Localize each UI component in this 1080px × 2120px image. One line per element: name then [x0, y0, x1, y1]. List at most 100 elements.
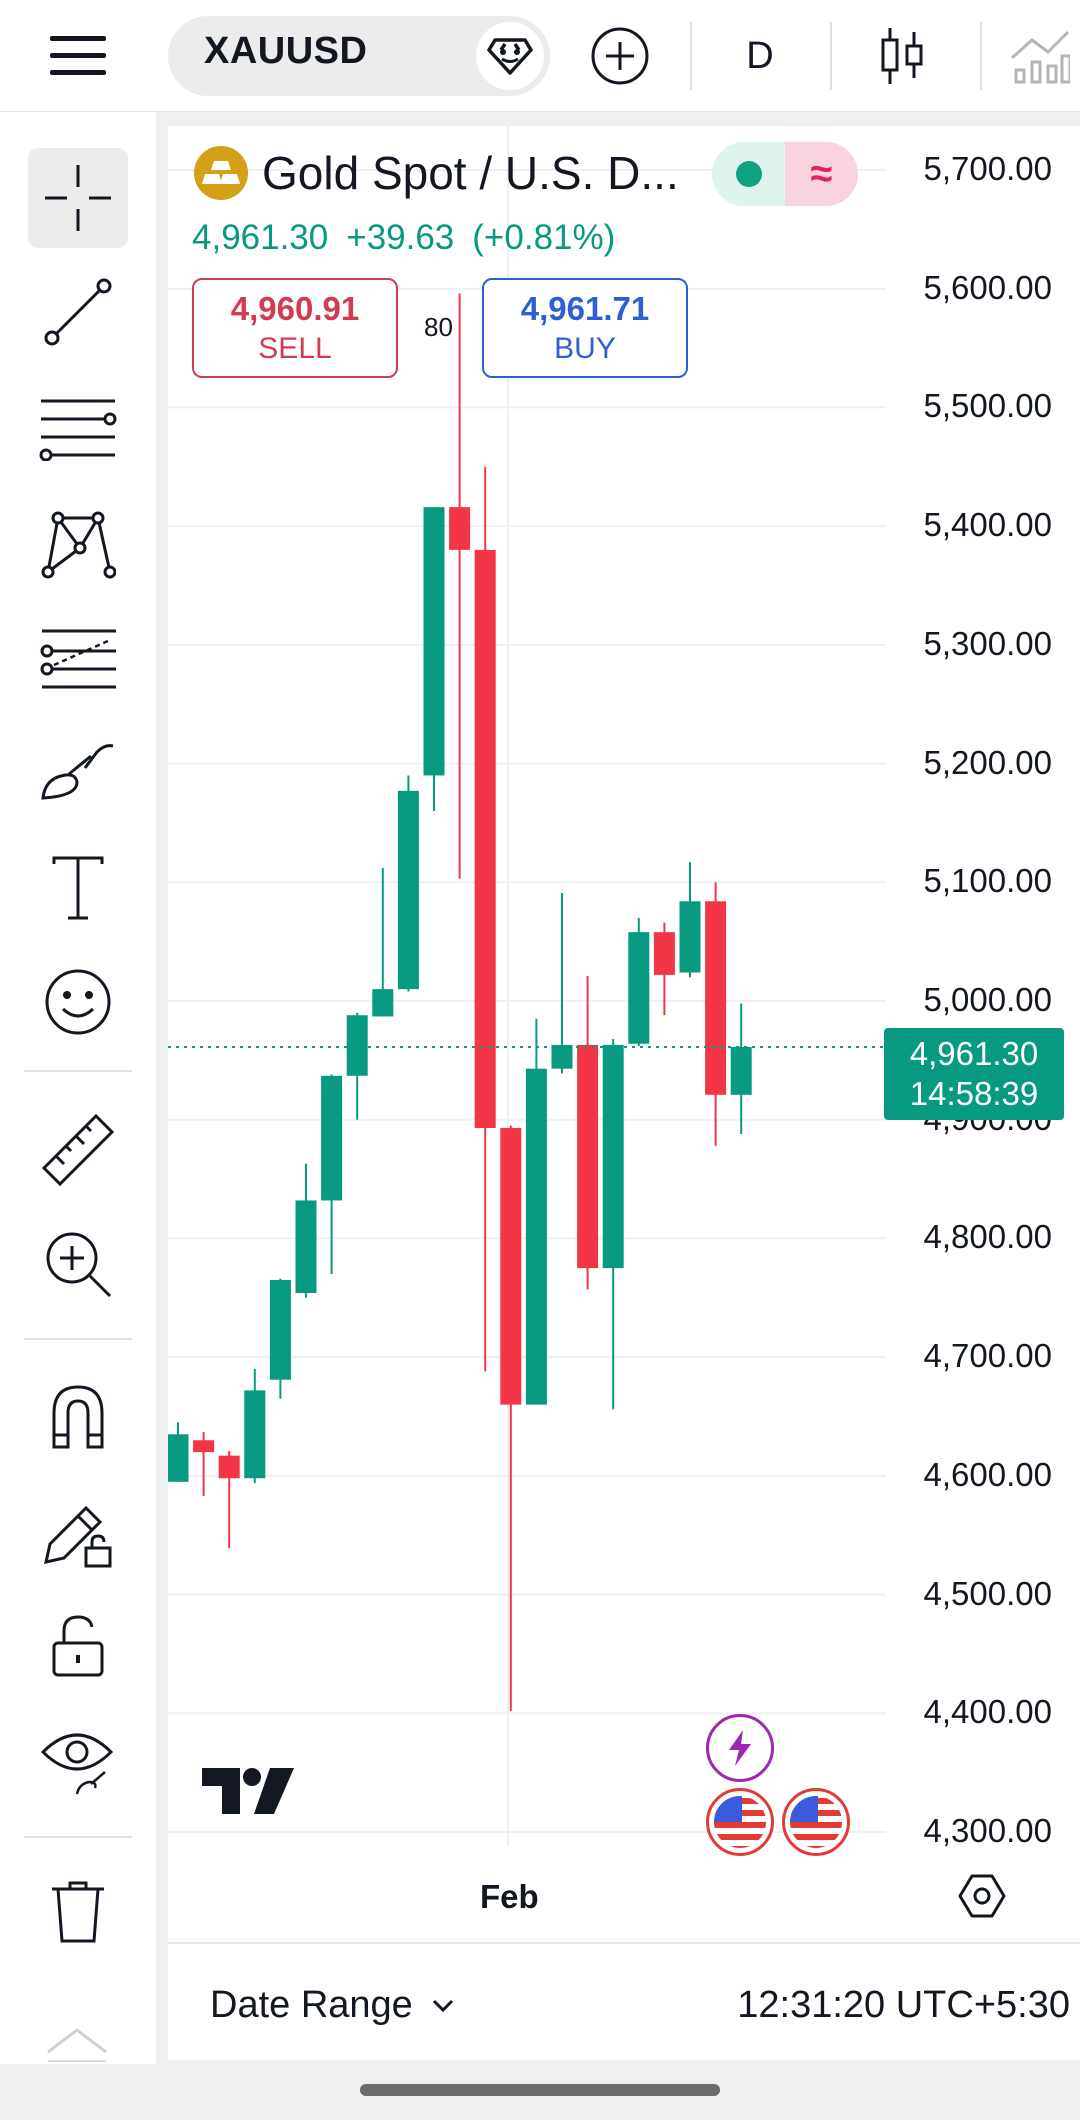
- legend-title: Gold Spot / U.S. D...: [262, 147, 679, 199]
- chart-type-button[interactable]: [866, 22, 938, 90]
- price-tick-label: 4,700.00: [923, 1337, 1052, 1375]
- symbol-legend[interactable]: Gold Spot / U.S. D...: [194, 146, 679, 200]
- price-tick-label: 4,600.00: [923, 1455, 1052, 1493]
- price-tick-label: 5,100.00: [923, 862, 1052, 900]
- gear-icon: [958, 1874, 1006, 1918]
- candle: [551, 892, 573, 1074]
- toolbar-divider: [980, 22, 982, 90]
- buy-button[interactable]: 4,961.71 BUY: [482, 278, 688, 378]
- legend-price-line: 4,961.30 +39.63 (+0.81%): [192, 218, 633, 258]
- candle: [346, 1012, 368, 1120]
- chart-panel[interactable]: Gold Spot / U.S. D... ≈ 4,961.30 +39.63 (+…: [168, 126, 1080, 2060]
- candle: [577, 976, 599, 1290]
- candle: [705, 882, 727, 1146]
- emoji-icon: [45, 969, 111, 1035]
- trend-line-icon: [44, 278, 112, 346]
- magnet-tool[interactable]: [28, 1366, 128, 1466]
- candle: [372, 868, 394, 1017]
- sidebar-divider: [24, 1070, 132, 1072]
- emoji-tool[interactable]: [28, 952, 128, 1052]
- timezone-clock[interactable]: 12:31:20 UTC+5:30: [737, 1984, 1070, 2026]
- candle: [218, 1450, 240, 1549]
- eye-icon: [41, 1733, 114, 1795]
- tradingview-logo: [202, 1768, 294, 1814]
- candle: [269, 1278, 291, 1399]
- crosshair-icon: [45, 165, 111, 231]
- drawing-lock-tool[interactable]: [28, 1482, 128, 1582]
- candle: [628, 917, 650, 1047]
- toolbar-divider: [690, 22, 692, 90]
- pattern-tool[interactable]: [28, 494, 128, 594]
- ruler-tool[interactable]: [28, 1100, 128, 1200]
- horizontal-lines-tool[interactable]: [28, 378, 128, 478]
- home-indicator[interactable]: [360, 2084, 720, 2096]
- trend-line-tool[interactable]: [28, 262, 128, 362]
- brush-tool[interactable]: [28, 722, 128, 822]
- indicators-button[interactable]: [1000, 22, 1080, 90]
- delayed-data-indicator: ≈: [785, 142, 858, 206]
- candle: [168, 1422, 189, 1482]
- time-axis-label: Feb: [480, 1878, 539, 1915]
- us-flag-icon: [790, 1796, 842, 1848]
- date-range-button[interactable]: Date Range: [210, 1984, 455, 2027]
- lock-icon: [52, 1615, 104, 1677]
- magnet-icon: [52, 1385, 104, 1449]
- toolbar-divider: [830, 22, 832, 90]
- chevron-down-icon: [432, 1999, 453, 2012]
- zoom-in-tool[interactable]: [28, 1214, 128, 1314]
- event-flash[interactable]: [706, 1714, 774, 1782]
- diamond-icon: [487, 38, 533, 75]
- brush-icon: [41, 744, 114, 800]
- remove-drawings-tool[interactable]: [28, 1862, 128, 1962]
- pattern-icon: [41, 511, 116, 579]
- candlestick-icon: [881, 28, 923, 84]
- candle: [423, 507, 445, 812]
- chart-settings-button[interactable]: [950, 1864, 1014, 1928]
- crosshair-tool[interactable]: [28, 148, 128, 248]
- candle: [397, 775, 419, 992]
- price-tick-label: 4,500.00: [923, 1574, 1052, 1612]
- add-symbol-button[interactable]: [588, 24, 652, 88]
- price-tick-label: 5,500.00: [923, 387, 1052, 425]
- candle: [474, 466, 496, 1372]
- market-status-badge[interactable]: ≈: [712, 142, 858, 206]
- price-tick-label: 5,200.00: [923, 743, 1052, 781]
- price-tick-label: 4,400.00: [923, 1693, 1052, 1731]
- text-icon: [52, 856, 104, 920]
- sell-button[interactable]: 4,960.91 SELL: [192, 278, 398, 378]
- bar-countdown: 14:58:39: [909, 1075, 1039, 1112]
- top-toolbar: XAUUSD D: [0, 0, 1080, 112]
- diamond-button[interactable]: [476, 22, 544, 90]
- us-flag-icon: [714, 1796, 766, 1848]
- price-tick-label: 5,400.00: [923, 506, 1052, 544]
- candle: [244, 1369, 266, 1483]
- text-tool[interactable]: [28, 838, 128, 938]
- sidebar-divider: [24, 1338, 132, 1340]
- visibility-tool[interactable]: [28, 1710, 128, 1810]
- drawing-tools-sidebar: [0, 112, 156, 2064]
- sell-label: SELL: [258, 332, 332, 365]
- projection-icon: [40, 629, 116, 689]
- projection-tool[interactable]: [28, 608, 128, 708]
- lock-tool[interactable]: [28, 1596, 128, 1696]
- event-us-economic[interactable]: [782, 1788, 850, 1856]
- price-tick-label: 5,700.00: [923, 150, 1052, 187]
- interval-button[interactable]: D: [746, 34, 774, 77]
- candle: [449, 293, 471, 879]
- chevron-up-icon[interactable]: [44, 2022, 110, 2062]
- event-us-economic[interactable]: [706, 1788, 774, 1856]
- gold-bars-icon: [194, 146, 248, 200]
- buy-label: BUY: [554, 332, 616, 365]
- legend-change: +39.63: [346, 218, 455, 257]
- candle: [500, 1125, 522, 1711]
- ruler-icon: [41, 1113, 115, 1187]
- lightning-icon: [729, 1730, 751, 1766]
- sell-price: 4,960.91: [230, 290, 360, 327]
- last-price-tag: 4,961.30 14:58:39: [884, 1028, 1064, 1120]
- market-open-indicator: [712, 142, 785, 206]
- legend-change-pct: (+0.81%): [472, 218, 616, 257]
- indicators-icon: [1010, 30, 1070, 84]
- menu-button[interactable]: [42, 26, 114, 86]
- price-tick-label: 5,000.00: [923, 981, 1052, 1018]
